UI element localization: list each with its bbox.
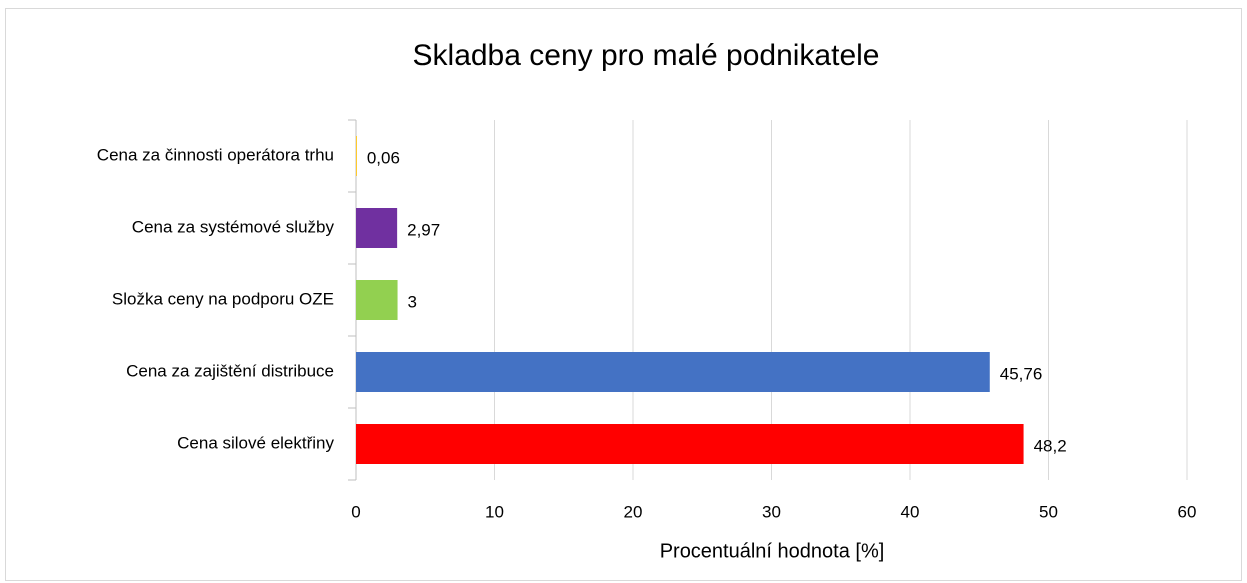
chart-title: Skladba ceny pro malé podnikatele xyxy=(413,39,880,72)
data-label: 2,97 xyxy=(407,220,440,239)
data-label: 45,76 xyxy=(1000,364,1043,383)
data-label: 48,2 xyxy=(1034,436,1067,455)
data-label: 3 xyxy=(408,292,417,311)
x-tick-label: 30 xyxy=(762,502,781,521)
x-tick-label: 0 xyxy=(351,502,360,521)
bar xyxy=(356,136,357,176)
data-label: 0,06 xyxy=(367,148,400,167)
x-tick-label: 60 xyxy=(1178,502,1197,521)
y-tick-label: Složka ceny na podporu OZE xyxy=(112,289,334,308)
y-tick-label: Cena silové elektřiny xyxy=(177,433,334,452)
bar xyxy=(356,424,1024,464)
y-tick-label: Cena za činnosti operátora trhu xyxy=(97,145,334,164)
bar xyxy=(356,352,990,392)
y-tick-label: Cena za systémové služby xyxy=(132,217,335,236)
x-tick-label: 40 xyxy=(901,502,920,521)
x-tick-label: 10 xyxy=(485,502,504,521)
chart-border xyxy=(5,8,1242,581)
x-tick-label: 50 xyxy=(1039,502,1058,521)
y-tick-label: Cena za zajištění distribuce xyxy=(126,361,334,380)
x-tick-label: 20 xyxy=(624,502,643,521)
x-axis-title: Procentuální hodnota [%] xyxy=(660,540,885,562)
bar xyxy=(356,280,398,320)
bar xyxy=(356,208,398,248)
